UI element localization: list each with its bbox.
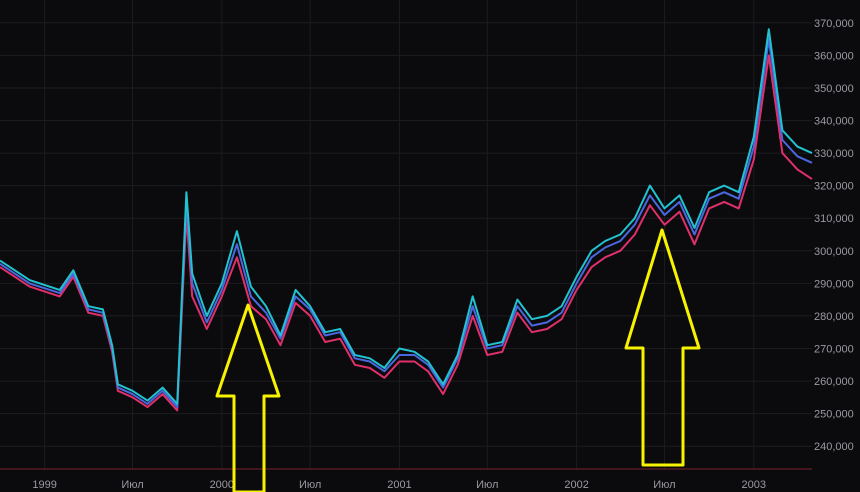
- x-tick-label: 2003: [742, 479, 766, 491]
- y-tick-label: 340,000: [814, 116, 854, 128]
- y-tick-label: 250,000: [814, 409, 854, 421]
- y-tick-label: 290,000: [814, 278, 854, 290]
- y-tick-label: 310,000: [814, 213, 854, 225]
- x-tick-label: Июл: [121, 479, 143, 491]
- y-axis-ticks: 240,000 250,000 260,000 270,000 280,000 290,0…: [814, 18, 854, 453]
- y-tick-label: 370,000: [814, 18, 854, 30]
- y-tick-label: 330,000: [814, 148, 854, 160]
- x-tick-label: 2000: [210, 479, 234, 491]
- x-tick-label: Июл: [476, 479, 498, 491]
- series-line-2: [0, 38, 813, 409]
- yellow-outline-up-arrow-icon: [215, 303, 281, 492]
- x-tick-label: Июл: [653, 479, 675, 491]
- x-axis-ticks: 1999 Июл 2000 Июл 2001 Июл 2002 Июл 2003: [32, 479, 766, 491]
- x-tick-label: 2001: [387, 479, 411, 491]
- x-tick-label: 2002: [564, 479, 588, 491]
- y-tick-label: 240,000: [814, 441, 854, 453]
- up-arrow-right: [624, 228, 701, 467]
- y-tick-label: 350,000: [814, 83, 854, 95]
- x-tick-label: Июл: [299, 479, 321, 491]
- y-tick-label: 360,000: [814, 50, 854, 62]
- series-line-1: [0, 28, 813, 405]
- y-tick-label: 320,000: [814, 181, 854, 193]
- y-tick-label: 280,000: [814, 311, 854, 323]
- grid: [0, 0, 812, 469]
- x-tick-label: 1999: [32, 479, 56, 491]
- up-arrow-left: [215, 303, 281, 492]
- y-tick-label: 300,000: [814, 246, 854, 258]
- series-line-3: [0, 54, 813, 412]
- y-tick-label: 260,000: [814, 376, 854, 388]
- yellow-outline-up-arrow-icon: [624, 228, 701, 467]
- series-lines: [0, 28, 813, 412]
- y-tick-label: 270,000: [814, 343, 854, 355]
